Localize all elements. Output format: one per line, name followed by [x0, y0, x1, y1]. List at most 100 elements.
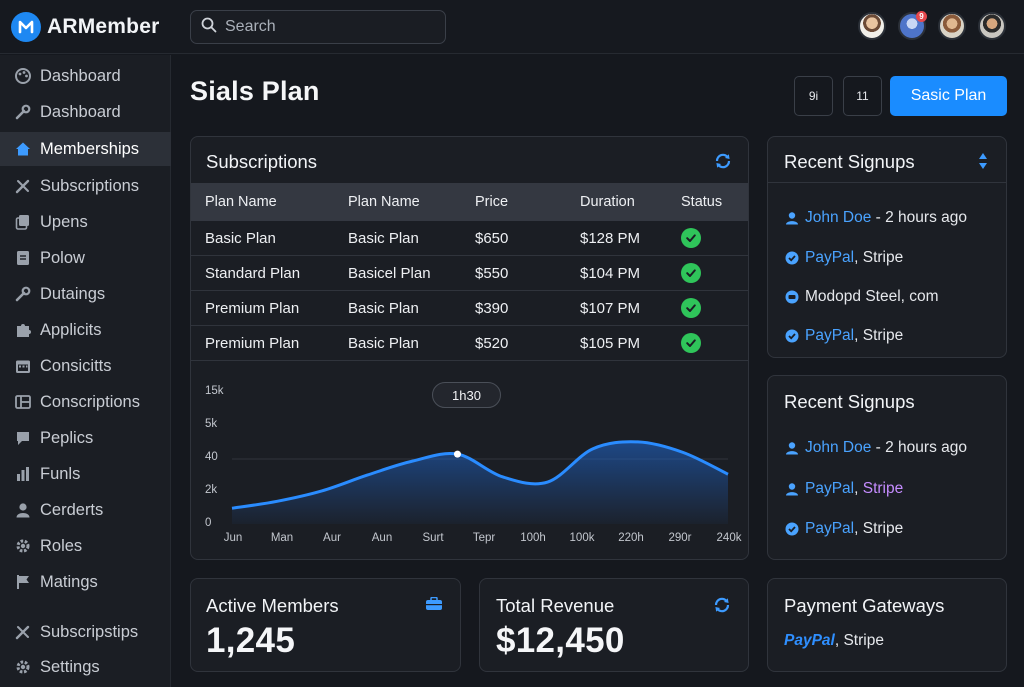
sidebar-item-applicits[interactable]: Applicits [0, 313, 171, 347]
plan-name-cell: Basic Plan [348, 335, 419, 352]
card-title: Payment Gateways [784, 595, 945, 616]
x-tick-label: 100h [520, 532, 546, 544]
y-tick-label: 15k [205, 385, 224, 397]
sidebar-item-memberships[interactable]: Memberships [0, 132, 171, 166]
duration-cell: $105 PM [580, 335, 641, 352]
toolbar-button-a[interactable]: 9i [794, 76, 833, 116]
column-header[interactable]: Plan Name [348, 194, 420, 210]
sidebar-item-upens[interactable]: Upens [0, 205, 171, 239]
data-point-marker[interactable] [453, 450, 461, 458]
sidebar-item-label: Applicits [40, 320, 102, 339]
refresh-icon[interactable] [713, 596, 731, 618]
sidebar-item-consicitts[interactable]: Consicitts [0, 349, 171, 383]
app-name: ARMember [47, 15, 160, 38]
sidebar: Dashboard Dashboard Memberships Subscriptio… [0, 55, 171, 687]
sidebar-item-funls[interactable]: Funls [0, 457, 171, 491]
sidebar-item-label: Memberships [40, 139, 140, 158]
gateway-paypal[interactable]: PayPal [805, 249, 855, 266]
gateway-paypal[interactable]: PayPal [805, 480, 855, 497]
table-row[interactable]: Basic Plan Basic Plan $650 $128 PM [191, 221, 748, 256]
y-tick-label: 40 [205, 451, 218, 463]
sidebar-item-subscripstips[interactable]: Subscripstips [0, 615, 171, 649]
gateway-stripe[interactable]: Stripe [862, 480, 904, 497]
sidebar-item-label: Cerderts [40, 500, 104, 519]
user-icon [785, 441, 799, 455]
home-icon [13, 140, 32, 159]
x-tick-label: Tepr [472, 532, 496, 544]
sidebar-item-roles[interactable]: Roles [0, 529, 171, 563]
toolbar-button-b[interactable]: 11 [843, 76, 882, 116]
signup-name[interactable]: John Doe [805, 439, 872, 456]
sidebar-item-label: Subscripstips [40, 622, 139, 641]
column-header[interactable]: Status [681, 194, 723, 210]
paypal-logo[interactable]: PayPal [784, 632, 835, 649]
plan-name-cell: Standard Plan [205, 265, 301, 282]
sidebar-item-settings[interactable]: Settings [0, 650, 171, 684]
card-title: Recent Signups [784, 151, 915, 172]
signup-item: PayPal, Stripe [785, 520, 903, 538]
sidebar-item-cerderts[interactable]: Cerderts [0, 493, 171, 527]
sidebar-item-label: Peplics [40, 428, 94, 447]
duration-cell: $128 PM [580, 230, 641, 247]
x-tick-label: Man [270, 532, 294, 544]
sort-icon[interactable] [978, 152, 988, 174]
avatar[interactable] [858, 12, 886, 40]
gear-icon [13, 658, 32, 677]
column-header[interactable]: Plan Name [205, 194, 277, 210]
sidebar-item-dashboard[interactable]: Dashboard [0, 95, 171, 129]
user-icon [785, 211, 799, 225]
separator: , [854, 480, 863, 497]
column-header[interactable]: Price [475, 194, 509, 210]
layout-icon [13, 393, 32, 412]
primary-plan-button[interactable]: Sasic Plan [890, 76, 1007, 116]
sidebar-item-matings[interactable]: Matings [0, 565, 171, 599]
briefcase-icon[interactable] [425, 596, 443, 615]
chart-tooltip: 1h30 [432, 382, 501, 408]
notification-badge: 9 [916, 11, 927, 22]
page-title: Sials Plan [190, 76, 320, 106]
search-icon [201, 17, 217, 38]
price-cell: $550 [475, 265, 509, 282]
sidebar-item-subscriptions[interactable]: Subscriptions [0, 169, 171, 203]
chart-plot [231, 440, 729, 524]
column-header[interactable]: Duration [580, 194, 635, 210]
plan-name-cell: Basic Plan [348, 230, 419, 247]
sidebar-item-label: Settings [40, 657, 100, 676]
search-box[interactable] [190, 10, 446, 44]
tools-icon [13, 177, 32, 196]
table-header: Plan Name Plan Name Price Duration Statu… [191, 183, 748, 221]
table-row[interactable]: Standard Plan Basicel Plan $550 $104 PM [191, 256, 748, 291]
gateway-paypal[interactable]: PayPal [805, 520, 855, 537]
price-cell: $520 [475, 335, 509, 352]
sidebar-item-polow[interactable]: Polow [0, 241, 171, 275]
card-title: Subscriptions [206, 151, 318, 172]
sidebar-item-peplics[interactable]: Peplics [0, 421, 171, 455]
check-icon [681, 228, 701, 248]
sidebar-item-label: Conscriptions [40, 392, 140, 411]
table-row[interactable]: Premium Plan Basic Plan $390 $107 PM [191, 291, 748, 326]
payment-gateways-card: Payment Gateways PayPal, Stripe [767, 578, 1007, 672]
chart-icon [13, 465, 32, 484]
table-row[interactable]: Premium Plan Basic Plan $520 $105 PM [191, 326, 748, 361]
sidebar-item-dutaings[interactable]: Dutaings [0, 277, 171, 311]
active-members-card: Active Members 1,245 [190, 578, 461, 672]
avatar[interactable]: 9 [898, 11, 927, 40]
sidebar-item-conscriptions[interactable]: Conscriptions [0, 385, 171, 419]
refresh-icon[interactable] [714, 152, 732, 174]
app-logo[interactable]: ARMember [11, 12, 159, 42]
gateway-paypal[interactable]: PayPal [805, 327, 855, 344]
signup-name[interactable]: John Doe [805, 209, 872, 226]
card-title: Active Members [206, 595, 339, 616]
sidebar-item-dashboard[interactable]: Dashboard [0, 59, 171, 93]
signup-item[interactable]: John Doe - 2 hours ago [785, 209, 967, 227]
signup-time: - 2 hours ago [871, 439, 968, 456]
sidebar-item-label: Dashboard [40, 66, 121, 85]
gateway-stripe: , Stripe [854, 327, 904, 344]
sidebar-item-label: Polow [40, 248, 85, 267]
avatar[interactable] [938, 12, 966, 40]
verified-icon [785, 329, 799, 343]
sidebar-item-label: Dutaings [40, 284, 106, 303]
signup-item[interactable]: John Doe - 2 hours ago [785, 439, 967, 457]
avatar[interactable] [978, 12, 1006, 40]
search-input[interactable] [225, 18, 425, 36]
